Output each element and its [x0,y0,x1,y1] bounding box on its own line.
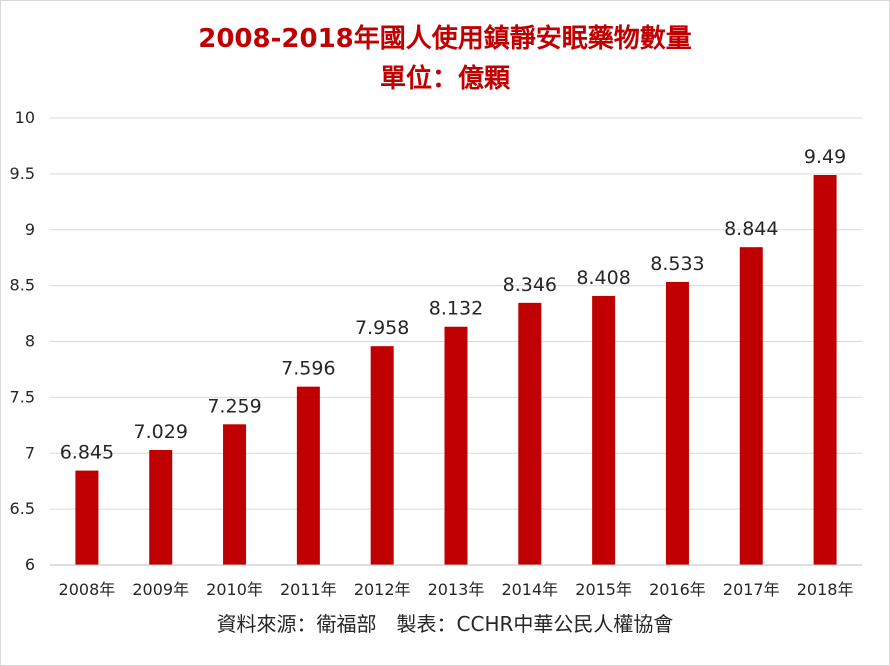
bar [444,326,468,565]
x-tick-label: 2018年 [797,580,854,599]
bar [518,302,542,565]
y-tick-label: 10 [15,108,35,127]
data-label: 6.845 [60,442,114,464]
bar [149,450,173,565]
y-tick-label: 8.5 [10,276,35,295]
bar [75,470,99,565]
y-axis: 6 6.5 7 7.5 8 8.5 9 9.5 10 [10,108,35,574]
x-tick-label: 2015年 [575,580,632,599]
data-label: 7.259 [207,395,261,417]
y-tick-label: 7 [25,443,35,462]
x-tick-label: 2009年 [132,580,189,599]
y-tick-label: 8 [25,332,35,351]
chart-title: 2008-2018年國人使用鎮靜安眠藥物數量 [198,24,692,54]
y-tick-label: 9 [25,220,35,239]
bar [223,424,247,565]
data-label: 8.408 [576,267,630,289]
x-tick-label: 2012年 [354,580,411,599]
x-tick-label: 2008年 [59,580,116,599]
bar [592,295,616,565]
data-label: 7.958 [355,317,409,339]
bar [665,281,689,565]
x-axis: 2008年 2009年 2010年 2011年 2012年 2013年 2014年 2015年… [50,564,862,599]
data-label: 8.132 [429,298,483,320]
y-tick-label: 9.5 [10,164,35,183]
x-tick-label: 2013年 [428,580,485,599]
data-label: 7.596 [281,358,335,380]
x-tick-label: 2011年 [280,580,337,599]
bar [813,174,837,565]
y-tick-label: 6.5 [10,499,35,518]
data-label: 8.533 [650,253,704,275]
x-tick-label: 2010年 [206,580,263,599]
x-tick-label: 2014年 [501,580,558,599]
chart-subtitle: 單位：億顆 [379,64,510,94]
bars [75,174,837,566]
data-label: 7.029 [134,421,188,443]
data-label: 8.844 [724,218,778,240]
x-tick-label: 2016年 [649,580,706,599]
x-tick-label: 2017年 [723,580,780,599]
bar [370,346,394,565]
data-label: 8.346 [503,274,557,296]
data-label: 9.49 [804,146,846,168]
y-tick-label: 7.5 [10,387,35,406]
bar [739,247,763,566]
source-note: 資料來源：衛福部 製表：CCHR中華公民人權協會 [216,612,674,636]
data-labels: 6.845 7.029 7.259 7.596 7.958 8.132 8.346 8.408… [60,146,847,464]
bar [296,386,320,565]
y-tick-label: 6 [25,555,35,574]
